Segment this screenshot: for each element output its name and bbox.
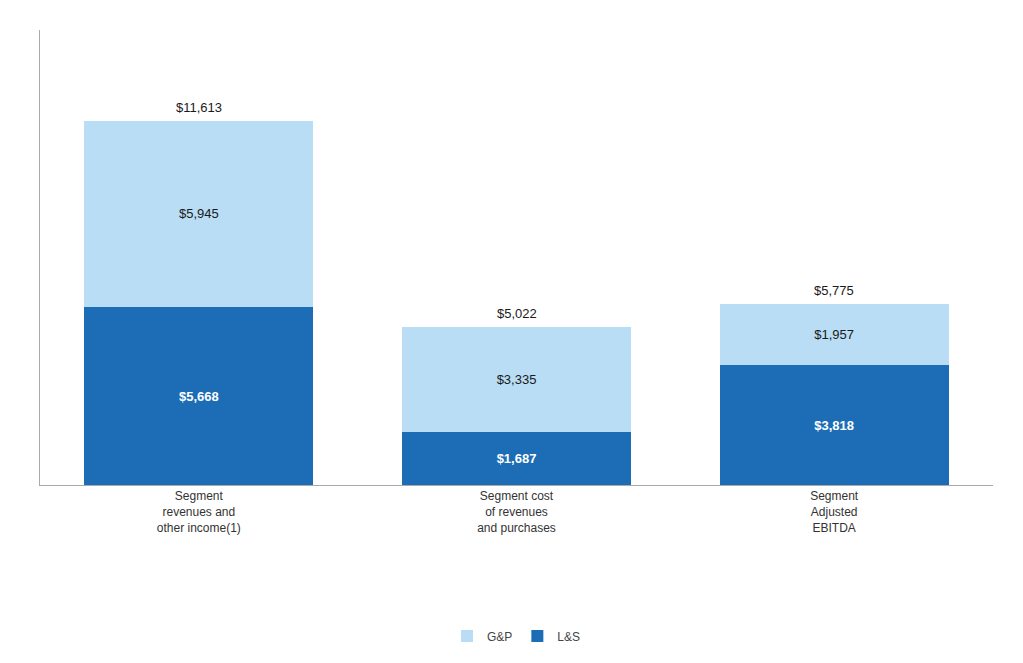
svg-text:SegmentAdjustedEBITDA: SegmentAdjustedEBITDA xyxy=(810,489,859,534)
svg-text:Segmentrevenues andother incom: Segmentrevenues andother income(1) xyxy=(157,489,241,534)
svg-text:$1,957: $1,957 xyxy=(814,327,854,342)
svg-text:L&S: L&S xyxy=(557,630,580,644)
svg-text:$3,818: $3,818 xyxy=(814,418,854,433)
svg-text:$5,945: $5,945 xyxy=(179,206,219,221)
svg-text:$1,687: $1,687 xyxy=(497,451,537,466)
svg-text:G&P: G&P xyxy=(487,630,512,644)
svg-text:$5,668: $5,668 xyxy=(179,389,219,404)
svg-text:Segment costof revenuesand pur: Segment costof revenuesand purchases xyxy=(477,489,556,534)
svg-text:$5,022: $5,022 xyxy=(497,306,537,321)
svg-text:$5,775: $5,775 xyxy=(814,283,854,298)
svg-text:$3,335: $3,335 xyxy=(497,372,537,387)
svg-text:$11,613: $11,613 xyxy=(176,100,222,115)
